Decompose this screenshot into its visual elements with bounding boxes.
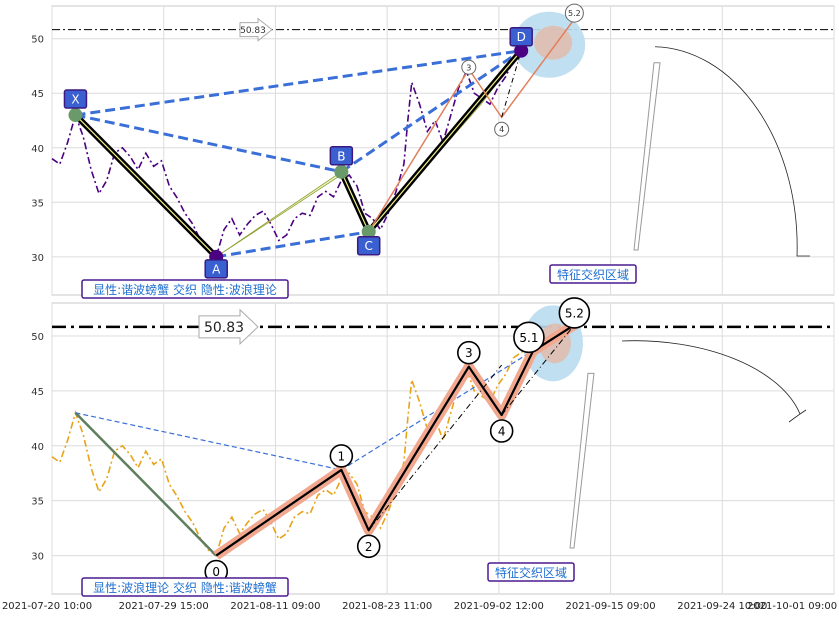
wave-label: 3	[466, 63, 471, 72]
wave-marker-5-1	[513, 321, 545, 354]
wave-label-1: 1	[338, 449, 346, 463]
wave-marker-2	[356, 534, 381, 559]
plot-frame	[51, 5, 835, 296]
wave-marker	[564, 3, 584, 23]
wave-marker	[494, 121, 510, 137]
wave-channel	[501, 324, 575, 416]
level-label: 50.83	[204, 320, 244, 336]
y-tick-label: 40	[31, 144, 44, 155]
zone-arrow	[569, 372, 595, 549]
wave-marker-5-2	[558, 297, 591, 329]
wave-label-4: 4	[498, 425, 506, 439]
x-tick-label: 2021-09-24 10:00	[677, 601, 767, 612]
wave-label-2: 2	[365, 540, 373, 554]
wave-overlay	[368, 18, 575, 233]
wave-marker-4	[489, 419, 514, 443]
annotation-box-left	[81, 279, 289, 299]
point-label-x: X	[71, 93, 79, 107]
point-label-c: C	[365, 239, 373, 253]
wave-label-5-1: 5.1	[519, 331, 538, 345]
x-tick-label: 2021-09-02 12:00	[454, 601, 544, 612]
level-label-arrow	[239, 17, 273, 42]
wave-marker	[461, 59, 477, 75]
harmonic-dashed-line	[75, 113, 342, 174]
y-tick-label: 35	[31, 497, 44, 508]
level-label: 50.83	[240, 26, 266, 36]
annotation-box-zone	[549, 264, 637, 284]
point-marker-x	[68, 108, 83, 123]
point-label-b: B	[337, 149, 345, 163]
annotation-left: 显性:波浪理论 交织 隐性:谐波螃蟹	[93, 580, 277, 595]
y-tick-label: 50	[31, 35, 44, 46]
harmonic-dashed-line	[215, 230, 369, 259]
wave-label: 4	[499, 125, 504, 134]
annotation-box-left	[81, 577, 289, 597]
harmonic-leg-core	[368, 50, 522, 233]
projection-arc	[654, 46, 810, 257]
wave-label-3: 3	[465, 346, 473, 360]
harmonic-dashed-line	[75, 412, 342, 471]
point-label-box-d	[509, 26, 533, 47]
x-tick-label: 2021-07-20 10:00	[2, 601, 92, 612]
harmonic-leg-core	[340, 171, 370, 232]
harmonic-dashed-line	[340, 49, 523, 174]
point-label-d: D	[517, 30, 526, 44]
harmonic-dashed-line	[75, 49, 522, 117]
point-marker-d	[514, 43, 529, 58]
annotation-left: 显性:谐波螃蟹 交织 隐性:波浪理论	[93, 282, 277, 297]
wave-marker-3	[457, 340, 481, 365]
y-tick-label: 35	[31, 198, 44, 209]
annotation-zone: 特征交织区域	[495, 565, 567, 580]
x-axis: 2021-07-20 10:00 2021-07-29 15:00 2021-08-…	[2, 601, 837, 612]
y-tick-label: 45	[31, 387, 44, 398]
annotation-box-zone	[487, 562, 575, 582]
wave-channel	[368, 364, 503, 531]
level-label-arrow	[198, 308, 259, 345]
y-tick-label: 45	[31, 89, 44, 100]
x-tick-label: 2021-08-23 11:00	[342, 601, 432, 612]
plot-frame	[51, 302, 835, 595]
projection-arc	[621, 340, 807, 423]
wave-marker-1	[329, 444, 354, 468]
top-panel: 30 35 40 45 50 X A B C D 3 4 5.2 50.83 显性:谐波螃蟹 交织 隐性:波…	[31, 3, 835, 299]
harmonic-leg-core	[75, 114, 217, 258]
price-series-line	[51, 346, 530, 557]
point-label-box-a	[204, 259, 228, 279]
wave-label: 5.2	[568, 9, 581, 18]
point-label-box-x	[63, 89, 88, 109]
wave-label-5-2: 5.2	[565, 306, 584, 320]
y-tick-label: 30	[31, 253, 44, 264]
wave-label-0: 0	[212, 565, 220, 579]
price-series-line	[51, 48, 530, 259]
x-tick-label: 2021-10-01 09:00	[747, 601, 837, 612]
x-tick-label: 2021-07-29 15:00	[119, 601, 209, 612]
x-tick-label: 2021-08-11 09:00	[230, 601, 320, 612]
point-label-a: A	[212, 262, 221, 276]
x-tick-label: 2021-09-15 09:00	[566, 601, 656, 612]
bottom-panel: 30 35 40 45 50 0 1 2 3 4 5.1 5.2 50.83 显性:波浪理论 交织 隐性:…	[31, 297, 835, 597]
point-label-box-c	[356, 235, 381, 256]
zone-arrow	[633, 62, 661, 251]
point-marker-c	[361, 224, 376, 239]
point-label-box-b	[329, 146, 354, 166]
annotation-zone: 特征交织区域	[557, 267, 629, 282]
point-marker-b	[334, 164, 349, 179]
y-tick-label: 30	[31, 552, 44, 563]
harmonic-leg	[74, 411, 218, 557]
y-tick-label: 40	[31, 442, 44, 453]
y-tick-label: 50	[31, 332, 44, 343]
